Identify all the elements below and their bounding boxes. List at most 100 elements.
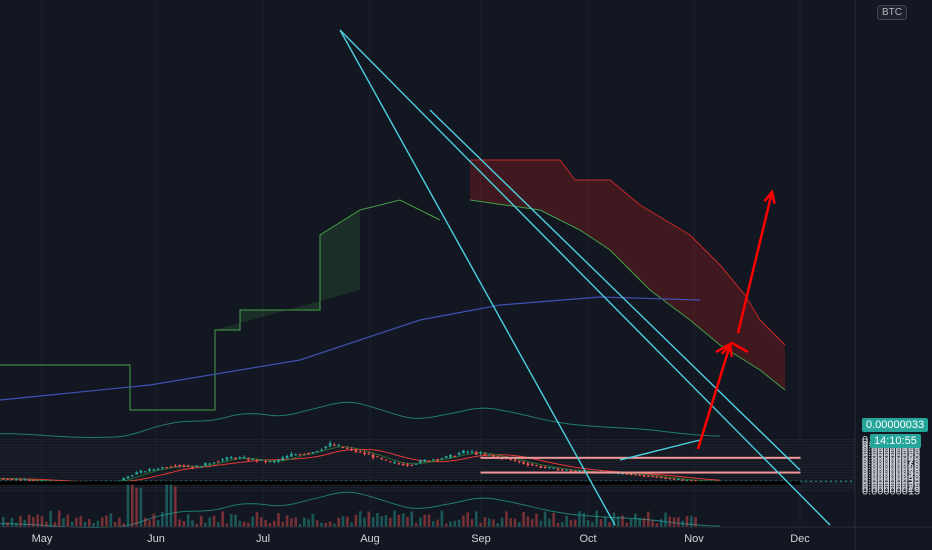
candle-body	[677, 479, 680, 481]
candle-body	[251, 458, 254, 460]
volume-bar	[354, 514, 358, 527]
volume-bar	[677, 517, 680, 527]
candle-body	[444, 456, 448, 458]
volume-bar	[333, 523, 336, 527]
volume-bar	[122, 523, 125, 527]
candle-body	[148, 468, 151, 471]
volume-bar	[118, 517, 121, 527]
volume-bar	[668, 516, 672, 527]
volume-bar	[380, 516, 383, 527]
candle-body	[625, 473, 629, 475]
resistance-zone	[480, 456, 801, 459]
band-upper	[0, 401, 721, 438]
volume-bar	[419, 517, 422, 527]
candle-body	[208, 463, 211, 465]
volume-bar	[113, 522, 117, 527]
candle-body	[303, 453, 306, 455]
date-tick-label: Sep	[471, 533, 491, 545]
volume-bar	[225, 523, 229, 527]
candle-body	[694, 480, 697, 482]
candle-body	[440, 458, 444, 460]
volume-bar	[14, 522, 18, 527]
date-tick-label: Jun	[147, 533, 165, 545]
candle-body	[10, 478, 14, 480]
volume-bar	[414, 523, 418, 527]
volume-bar	[23, 520, 27, 527]
volume-bar	[500, 517, 504, 527]
volume-bar	[57, 510, 61, 527]
candle-body	[212, 462, 216, 464]
candle-body	[638, 474, 641, 476]
volume-bar	[569, 520, 573, 527]
candle-body	[569, 470, 573, 472]
candle-body	[354, 450, 358, 452]
volume-bar	[290, 518, 293, 527]
volume-bar	[32, 517, 35, 527]
volume-bar	[281, 521, 285, 527]
currency-label: BTC	[877, 5, 907, 20]
volume-bar	[573, 519, 577, 527]
candle-body	[436, 459, 439, 461]
volume-bar	[40, 516, 44, 527]
candle-body	[616, 473, 620, 475]
volume-bar	[109, 513, 113, 527]
time-axis[interactable]: May Jun Jul Aug Sep Oct Nov Dec	[0, 526, 932, 545]
volume-bar	[548, 518, 551, 527]
candle-body	[139, 470, 143, 473]
candle-body	[406, 464, 409, 466]
volume-bar	[612, 512, 616, 527]
volume-bar	[393, 510, 396, 527]
candle-body	[573, 470, 577, 472]
volume-bar	[539, 520, 543, 527]
volume-bar	[294, 517, 297, 527]
volume-bar	[79, 516, 82, 527]
long-ma	[0, 296, 701, 401]
candle-body	[470, 451, 474, 453]
volume-bar	[178, 519, 181, 527]
arrow-head	[763, 189, 776, 204]
candle-body	[191, 466, 194, 469]
candle-body	[376, 456, 379, 458]
candle-body	[23, 479, 27, 481]
volume-bar	[444, 523, 448, 527]
volume-bar	[479, 522, 482, 527]
volume-bar	[208, 517, 211, 527]
volume-bar	[664, 512, 667, 527]
candle-body	[466, 451, 469, 453]
volume-bar	[647, 511, 650, 527]
candle-body	[539, 466, 543, 468]
date-tick-label: Dec	[790, 533, 810, 545]
volume-bar	[466, 512, 469, 527]
candle-body	[40, 480, 44, 482]
candle-body	[174, 465, 177, 467]
candle-body	[165, 467, 168, 469]
candle-body	[255, 459, 259, 462]
candle-body	[664, 477, 667, 480]
volume-bar	[599, 519, 603, 527]
price-tick-label: 0.00000035	[862, 475, 920, 487]
candle-body	[131, 475, 134, 477]
volume-bar	[105, 515, 108, 527]
volume-bar	[328, 521, 332, 527]
volume-bar	[195, 523, 199, 527]
volume-bar	[509, 518, 512, 527]
candle-body	[152, 469, 156, 471]
volume-bar	[690, 515, 693, 527]
volume-bar	[212, 515, 216, 527]
candle-body	[384, 459, 388, 461]
price-tick-label: 0.00000055	[862, 465, 920, 477]
candle-body	[27, 479, 31, 481]
volume-bar	[143, 517, 147, 527]
volume-bar	[556, 522, 560, 527]
volume-bar	[582, 512, 586, 527]
volume-bar	[260, 517, 263, 527]
candle-body	[161, 467, 164, 469]
trend-line	[339, 29, 831, 526]
volume-bar	[221, 511, 224, 527]
volume-bar	[186, 514, 190, 527]
candle-body	[655, 476, 659, 478]
volume-bar	[341, 516, 345, 527]
volume-bar	[83, 521, 87, 527]
volume-bar	[62, 518, 65, 527]
